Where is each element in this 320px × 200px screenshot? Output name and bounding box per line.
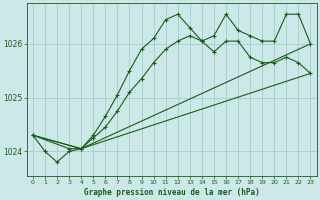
- X-axis label: Graphe pression niveau de la mer (hPa): Graphe pression niveau de la mer (hPa): [84, 188, 260, 197]
